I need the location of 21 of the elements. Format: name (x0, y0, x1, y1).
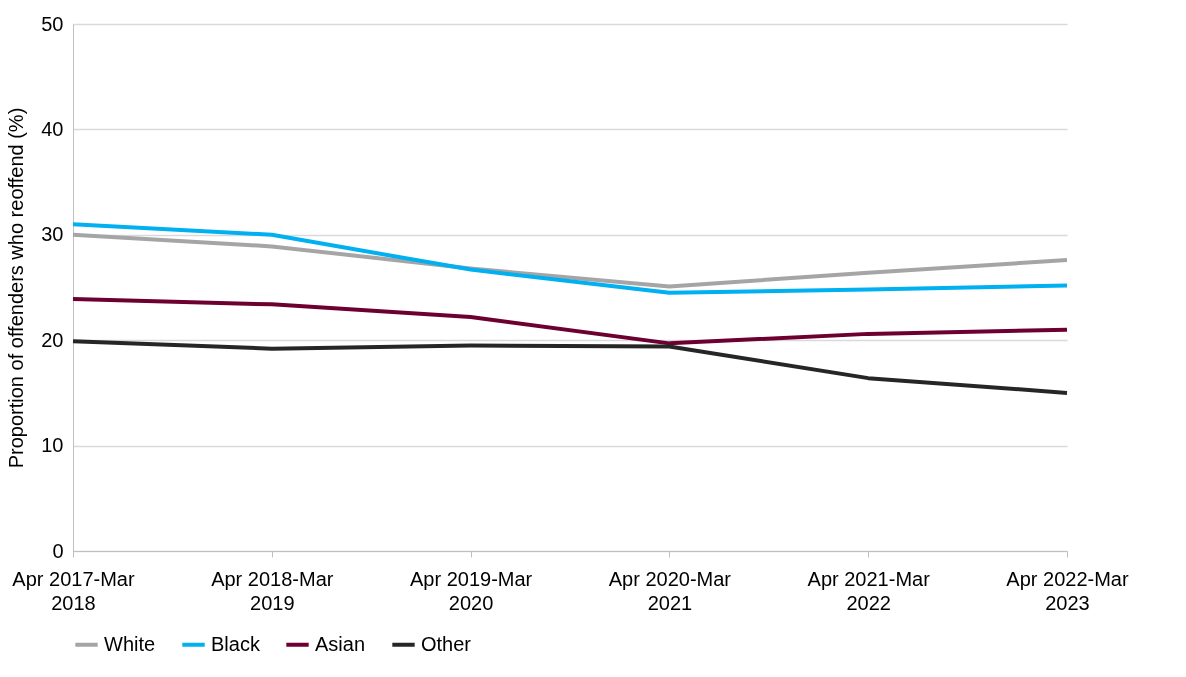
y-axis-title: Proportion of offenders who reoffend (%) (5, 107, 28, 469)
line-series (71, 232, 1069, 289)
x-tick-label: Apr 2017-Mar 2018 (12, 567, 135, 614)
y-tick-label: 20 (41, 328, 64, 351)
x-tick-label: Apr 2022-Mar 2023 (1006, 567, 1129, 614)
y-tick-label: 40 (41, 117, 64, 140)
line-series (71, 339, 1069, 395)
line-series (71, 222, 1069, 295)
legend-label: Black (211, 632, 261, 655)
y-tick-label: 10 (41, 434, 64, 457)
x-tick-label: Apr 2020-Mar 2021 (608, 567, 732, 614)
legend-label: Other (421, 632, 472, 655)
x-tick-label: Apr 2021-Mar 2022 (807, 567, 931, 614)
y-tick-label: 30 (41, 223, 64, 246)
legend-label: Asian (315, 632, 366, 655)
x-tick-label: Apr 2019-Mar 2020 (409, 567, 533, 614)
legend-label: White (104, 632, 156, 655)
line-series (71, 297, 1069, 346)
y-tick-label: 0 (52, 539, 64, 562)
y-tick-label: 50 (41, 12, 64, 35)
x-tick-label: Apr 2018-Mar 2019 (211, 567, 334, 614)
